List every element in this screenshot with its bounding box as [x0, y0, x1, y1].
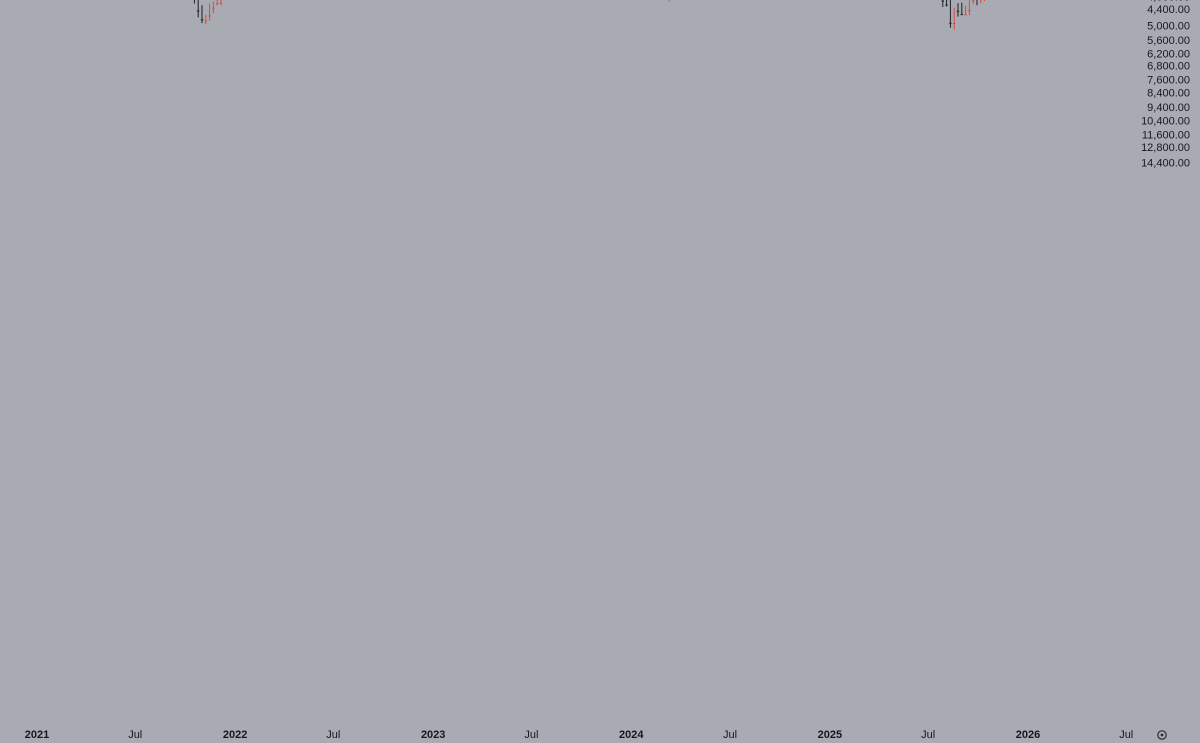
candle-body [208, 15, 211, 17]
candle [949, 0, 952, 28]
candle-body [956, 10, 960, 12]
x-tick-label: 2021 [25, 729, 49, 741]
candle-body [200, 19, 204, 21]
candle [956, 3, 960, 17]
candle [945, 0, 948, 7]
x-tick-label: Jul [326, 729, 340, 741]
candle [668, 0, 670, 2]
candle-body [941, 0, 944, 2]
x-tick-label: 2025 [818, 729, 842, 741]
candle [972, 0, 975, 4]
candle-body [953, 22, 956, 24]
candle-body [219, 2, 223, 4]
x-tick-label: 2024 [619, 729, 644, 741]
candle [984, 0, 986, 2]
y-tick-label: 9,400.00 [1147, 102, 1190, 114]
y-tick-label: 11,600.00 [1142, 129, 1190, 141]
y-tick-label: 14,400.00 [1141, 157, 1190, 169]
gear-icon[interactable] [1157, 730, 1167, 740]
x-tick-label: 2026 [1016, 729, 1040, 741]
x-tick-label: Jul [128, 729, 142, 741]
candle [980, 0, 982, 4]
candle [953, 7, 956, 30]
x-tick-label: Jul [524, 729, 538, 741]
candle-body [216, 3, 219, 5]
x-tick-label: Jul [1119, 729, 1133, 741]
y-tick-label: 4,000.00 [1147, 0, 1190, 4]
y-tick-label: 6,200.00 [1147, 48, 1190, 60]
y-tick-label: 5,000.00 [1147, 20, 1190, 32]
candle [216, 0, 219, 6]
candle [976, 0, 978, 6]
candle [204, 14, 207, 25]
candle-body [964, 14, 967, 16]
candle-body [968, 10, 971, 12]
candle-body [197, 10, 200, 12]
y-tick-label: 8,400.00 [1147, 88, 1190, 100]
x-tick-label: Jul [723, 729, 737, 741]
x-tick-label: 2023 [421, 729, 445, 741]
y-tick-label: 6,800.00 [1147, 60, 1190, 72]
y-tick-label: 10,400.00 [1141, 115, 1190, 127]
candle-body [204, 20, 207, 22]
candle [960, 2, 963, 16]
candle [193, 0, 195, 4]
candle [197, 0, 200, 18]
x-tick-label: 2022 [223, 729, 247, 741]
x-tick-label: Jul [921, 729, 935, 741]
y-tick-label: 5,600.00 [1147, 35, 1190, 47]
candle-body [945, 4, 948, 6]
candle [964, 5, 967, 16]
candle [968, 0, 971, 16]
candle [941, 0, 944, 7]
y-tick-label: 4,400.00 [1147, 4, 1190, 16]
candle-body [949, 22, 952, 24]
candle [212, 1, 215, 14]
candle-body [960, 14, 963, 16]
candle [219, 0, 223, 6]
candle [200, 5, 204, 24]
y-tick-label: 12,800.00 [1141, 142, 1190, 154]
candle-body [212, 7, 215, 9]
candle-body [972, 0, 975, 2]
candle [208, 3, 211, 21]
y-tick-label: 7,600.00 [1147, 75, 1190, 87]
